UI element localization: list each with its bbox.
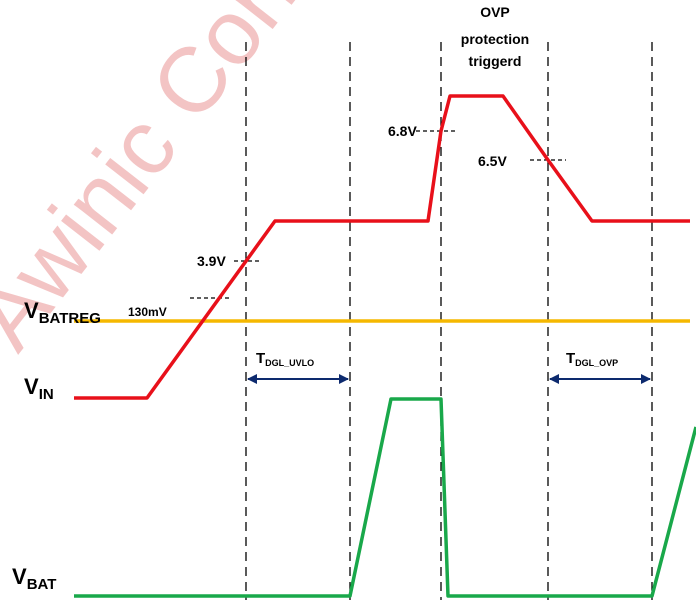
label-3v9: 3.9V (197, 253, 226, 269)
ovp-deglitch-label: TDGL_OVP (566, 350, 618, 368)
ovp-caption-line2: protection (461, 31, 529, 47)
ovp-caption-line1: OVP (480, 4, 510, 20)
uvlo-deglitch-label: TDGL_UVLO (256, 350, 314, 368)
vbat-label-main: V (12, 564, 27, 589)
vbat-label: VBAT (12, 564, 56, 593)
vbat-waveform (74, 397, 696, 598)
vbatreg-label: VBATREG (24, 298, 101, 327)
vbatreg-label-sub: BATREG (39, 310, 101, 327)
vin-label: VIN (24, 374, 54, 403)
vin-waveform (74, 94, 690, 400)
ovp-caption-line3: triggerd (469, 53, 522, 69)
vin-label-sub: IN (39, 386, 54, 403)
ovp-deglitch-label-sub: DGL_OVP (575, 358, 618, 368)
label-6v5: 6.5V (478, 153, 507, 169)
label-130mv: 130mV (128, 305, 167, 319)
uvlo-deglitch-label-main: T (256, 350, 265, 367)
ovp-deglitch-label-main: T (566, 350, 575, 367)
vbatreg-label-main: V (24, 298, 39, 323)
vin-label-main: V (24, 374, 39, 399)
uvlo-deglitch-label-sub: DGL_UVLO (265, 358, 314, 368)
ovp-caption: OVP protection triggerd (461, 4, 529, 69)
vbat-label-sub: BAT (27, 576, 57, 593)
label-6v8: 6.8V (388, 123, 417, 139)
